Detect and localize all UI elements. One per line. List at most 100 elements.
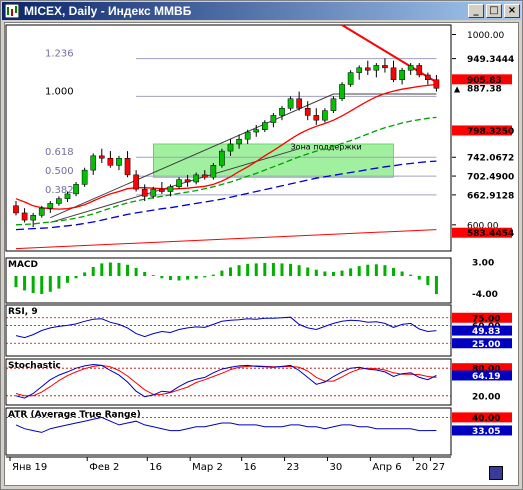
price-label: 1000.00 [467, 31, 504, 41]
fib-label: 1.000 [45, 86, 74, 97]
time-axis-label: 16 [149, 462, 162, 473]
macd-bar [74, 276, 78, 279]
macd-bar [220, 270, 224, 276]
support-zone-label: Зона поддержки [291, 142, 362, 151]
moving-average-green [15, 116, 437, 226]
chart-area[interactable]: Зона поддержки 1.236 1.000 0.618 0.500 0.382 1… [4, 22, 519, 486]
macd-bar [108, 262, 112, 276]
moving-average-red [15, 83, 437, 210]
candle-body [47, 203, 54, 209]
macd-bar [211, 274, 215, 276]
candle-body [219, 150, 225, 166]
macd-bar [48, 276, 52, 292]
macd-bar [143, 271, 147, 276]
candle-body [287, 98, 294, 109]
macd-bar [366, 264, 370, 276]
stochastic-main-line [15, 363, 437, 399]
close-button[interactable]: × [504, 4, 520, 18]
macd-bar [65, 276, 69, 283]
candle-body [90, 155, 97, 171]
title-bar[interactable]: MICEX, Daily - Индекс ММВБ _ □ × [2, 2, 521, 20]
macd-bar [57, 276, 61, 289]
candle-body [279, 108, 285, 116]
macd-bar [246, 263, 250, 276]
macd-label: 3.00 [472, 259, 494, 269]
macd-bar [392, 267, 396, 276]
candle-body [150, 188, 157, 197]
time-axis-label: 30 [329, 462, 342, 473]
candle-body [176, 179, 182, 188]
macd-bar [168, 276, 172, 281]
macd-bar [160, 276, 164, 279]
macd-bar [297, 265, 301, 276]
candle-body [270, 115, 277, 123]
candle-body [244, 131, 251, 140]
price-label: 600.00 [467, 221, 499, 231]
price-label: 905.83 [467, 76, 502, 86]
macd-bar [237, 265, 241, 276]
atr-label: 40.00 [472, 414, 500, 424]
candle-body [330, 98, 337, 111]
price-label: 662.9128 [467, 191, 514, 201]
candle-body [399, 69, 405, 80]
fib-label: 1.236 [45, 49, 74, 60]
stochastic-label: 20.00 [472, 392, 500, 402]
macd-bar [194, 276, 198, 279]
candle-body [322, 110, 328, 121]
macd-bar [340, 270, 344, 276]
candle-body [133, 174, 139, 190]
macd-bar [83, 272, 87, 276]
candle-body [13, 205, 19, 214]
price-label: 742.0672 [467, 154, 514, 164]
macd-bar [400, 271, 404, 276]
stochastic-label: 64.19 [472, 372, 500, 382]
stochastic-panel-frame [5, 358, 452, 406]
price-marker [452, 74, 512, 85]
candle-body [141, 188, 148, 197]
macd-bar [134, 267, 138, 276]
moving-average-blue [15, 160, 437, 231]
candle-body [356, 67, 363, 73]
price-label: 583.4454 [467, 229, 514, 239]
macd-bar [254, 263, 258, 276]
price-label: 887.38 [467, 85, 502, 95]
time-axis-label: Апр 6 [372, 462, 401, 473]
macd-bar [186, 276, 190, 280]
fib-label: 0.500 [45, 166, 74, 177]
window-title: MICEX, Daily - Индекс ММВБ [24, 4, 192, 18]
macd-bar [409, 274, 413, 276]
rsi-label: 75.00 [472, 314, 500, 324]
rsi-marker [452, 312, 512, 323]
rsi-label: 25.00 [472, 340, 500, 350]
price-label: 798.3250 [467, 127, 514, 137]
rsi-label: 49.83 [472, 327, 500, 337]
macd-bar [203, 276, 207, 278]
candle-body [193, 174, 200, 183]
candle-body [433, 79, 440, 89]
macd-bar [126, 264, 130, 276]
time-axis-label: 16 [244, 462, 257, 473]
time-axis-label: Мар 2 [192, 462, 223, 473]
chart-scroll-button[interactable] [489, 466, 503, 480]
candle-body [425, 74, 431, 80]
stochastic-panel-title: Stochastic [8, 361, 61, 371]
macd-bar [374, 264, 378, 276]
trend-line-upper [50, 93, 334, 219]
candle-body [184, 179, 191, 183]
restore-button[interactable]: □ [486, 4, 502, 18]
atr-current-marker [452, 425, 512, 436]
time-axis-label: Фев 2 [89, 462, 119, 473]
chart-app-icon [5, 4, 19, 18]
candle-body [296, 98, 302, 109]
chart-canvas[interactable]: Зона поддержки 1.236 1.000 0.618 0.500 0.382 1… [5, 23, 518, 485]
stochastic-label: 80.00 [472, 365, 500, 375]
macd-bar [100, 263, 104, 276]
candle-body [382, 65, 388, 69]
macd-bar [383, 265, 387, 276]
minimize-button[interactable]: _ [468, 4, 484, 18]
macd-bar [31, 276, 35, 294]
candle-body [210, 165, 217, 178]
candle-body [73, 184, 79, 195]
candle-body [30, 215, 36, 221]
